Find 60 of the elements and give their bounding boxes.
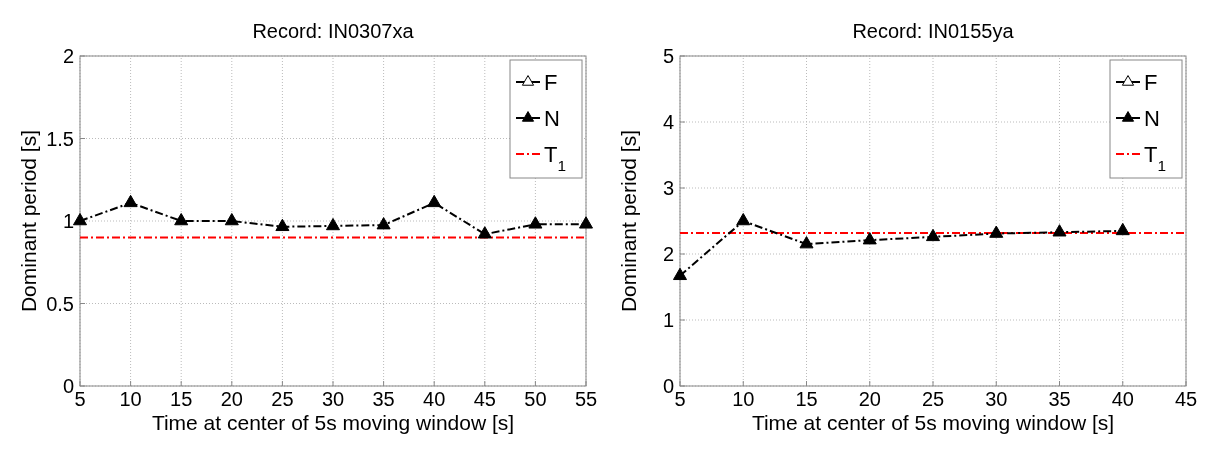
x-tick-label: 10 — [119, 388, 142, 410]
y-axis-title: Dominant period [s] — [617, 129, 640, 313]
point — [736, 212, 751, 226]
y-tick-label: 0 — [62, 375, 74, 397]
x-axis-title: Time at center of 5s moving window [s] — [151, 411, 515, 434]
y-tick-label: 3 — [662, 177, 674, 199]
y-tick-label: 0 — [662, 375, 674, 397]
chart-title: Record: IN0307xa — [252, 20, 415, 42]
point — [427, 194, 442, 208]
x-tick-label: 20 — [220, 388, 243, 410]
y-tick-label: 1 — [662, 309, 674, 331]
point — [477, 226, 492, 239]
y-tick-label: 2 — [662, 243, 674, 265]
y-tick-label: 2 — [62, 45, 74, 67]
x-tick-label: 35 — [372, 388, 395, 410]
point — [578, 216, 594, 229]
y-tick-label: 5 — [662, 45, 674, 67]
y-axis-title: Dominant period [s] — [17, 129, 40, 313]
x-tick-label: 50 — [524, 388, 547, 410]
legend-label: N — [1144, 106, 1160, 131]
point — [174, 212, 189, 226]
legend-label: F — [544, 70, 558, 95]
x-tick-label: 10 — [732, 388, 755, 410]
x-tick-label: 20 — [858, 388, 881, 410]
x-tick-label: 40 — [423, 388, 446, 410]
point — [528, 216, 543, 229]
x-tick-label: 25 — [271, 388, 294, 410]
x-axis-title: Time at center of 5s moving window [s] — [751, 411, 1115, 434]
legend-label: N — [544, 106, 560, 131]
point — [989, 225, 1004, 238]
x-tick-label: 55 — [574, 388, 598, 410]
x-tick-label: 45 — [473, 388, 496, 410]
point — [1115, 222, 1130, 236]
x-tick-label: 40 — [1111, 388, 1134, 410]
point — [72, 212, 88, 226]
legend-label: T$_{1}$ — [544, 142, 567, 174]
point — [925, 228, 941, 242]
point — [799, 236, 814, 249]
x-tick-label: 25 — [921, 388, 945, 410]
point — [672, 267, 688, 281]
legend-label: F — [1144, 70, 1158, 95]
chart-title: Record: IN0155ya — [852, 20, 1015, 42]
point — [123, 194, 138, 208]
point — [325, 217, 341, 231]
point — [376, 217, 391, 230]
x-tick-label: 35 — [1048, 388, 1071, 410]
x-tick-label: 15 — [795, 388, 818, 410]
y-tick-label: 0.5 — [46, 292, 74, 315]
point — [224, 212, 239, 226]
point — [862, 232, 877, 245]
x-tick-label: 30 — [321, 388, 345, 410]
x-tick-label: 30 — [985, 388, 1008, 410]
y-tick-label: 1 — [62, 210, 74, 232]
y-tick-label: 1.5 — [46, 127, 74, 150]
point — [275, 218, 290, 232]
y-tick-label: 4 — [662, 111, 674, 133]
x-tick-label: 45 — [1174, 388, 1198, 410]
x-tick-label: 15 — [170, 388, 193, 410]
point — [1052, 224, 1067, 237]
legend-label: T$_{1}$ — [1144, 142, 1167, 174]
